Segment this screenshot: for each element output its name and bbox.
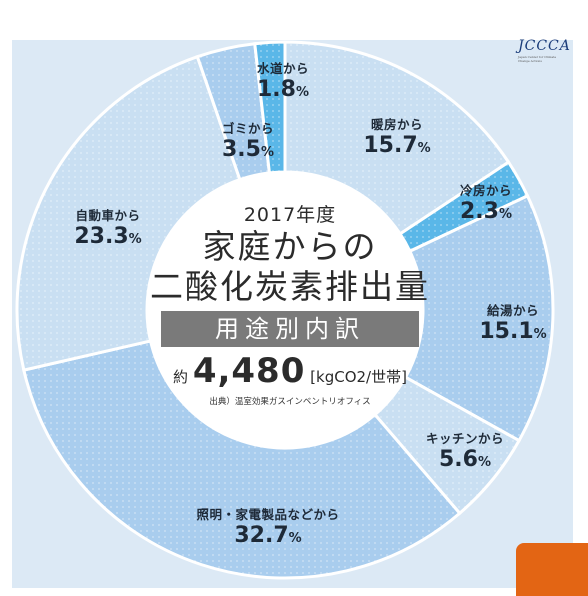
slice-percent: 15.1% (423, 319, 588, 348)
slice-percent: 2.3% (396, 199, 576, 228)
slice-percent-unit: % (477, 455, 491, 470)
slice-percent: 15.7% (307, 133, 487, 162)
title-line-2: 二酸化炭素排出量 (150, 267, 430, 306)
title-line-1: 家庭からの (202, 227, 378, 266)
slice-percent: 23.3% (18, 224, 198, 253)
slice-texture-7 (254, 42, 285, 173)
slice-name: 照明・家電製品などから (196, 507, 340, 522)
slice-label-0: 暖房から 15.7% (307, 114, 487, 162)
slice-name: 冷房から (459, 183, 512, 198)
slice-percent-unit: % (295, 85, 309, 100)
slice-texture-1 (400, 162, 528, 252)
slice-name: ゴミから (221, 121, 274, 136)
total-prefix: 約 (173, 368, 189, 386)
orange-corner-block (516, 543, 588, 596)
slice-percent-value: 2.3 (459, 199, 499, 224)
slice-percent-value: 23.3 (74, 224, 129, 249)
slice-percent: 1.8% (193, 77, 373, 106)
slice-label-5: 自動車から 23.3% (18, 205, 198, 253)
slice-texture-2 (405, 195, 554, 441)
slice-name: 水道から (256, 61, 309, 76)
slice-name: キッチンから (425, 431, 504, 446)
slice-percent-unit: % (288, 531, 302, 546)
slice-label-7: 水道から 1.8% (193, 58, 373, 106)
total-value: 4,480 (192, 351, 306, 391)
slice-texture-5 (17, 56, 240, 371)
slice-percent-unit: % (533, 327, 547, 342)
slice-percent-value: 15.1 (479, 319, 534, 344)
slice-texture-4 (23, 340, 460, 578)
source-note: 出典）温室効果ガスインベントリオフィス (209, 397, 371, 407)
slice-percent-value: 1.8 (256, 77, 296, 102)
slice-percent: 32.7% (178, 523, 358, 552)
slice-texture-0 (285, 42, 509, 234)
donut-hole (147, 172, 423, 448)
logo-text: JCCCA (518, 38, 571, 54)
slice-percent-unit: % (417, 141, 431, 156)
slice-label-1: 冷房から 2.3% (396, 180, 576, 228)
slice-percent-value: 15.7 (363, 133, 418, 158)
slice-label-4: 照明・家電製品などから 32.7% (178, 504, 358, 552)
jccca-logo: JCCCA Japan Center for Climate Change Ac… (518, 38, 571, 63)
slice-name: 暖房から (370, 117, 423, 132)
center-label: 2017年度 家庭からの 二酸化炭素排出量 用途別内訳 約 4,480 [kgC… (120, 200, 460, 407)
total-unit: [kgCO2/世帯] (310, 368, 407, 386)
slice-label-6: ゴミから 3.5% (158, 118, 338, 166)
breakdown-banner: 用途別内訳 (161, 311, 419, 347)
total-emission: 約 4,480 [kgCO2/世帯] (120, 353, 460, 395)
slice-texture-6 (197, 43, 270, 180)
slice-percent-unit: % (498, 207, 512, 222)
slice-percent-unit: % (128, 232, 142, 247)
slice-percent-unit: % (260, 145, 274, 160)
year-label: 2017年度 (243, 204, 337, 226)
logo-subtext: Japan Center for Climate Change Actions (518, 55, 557, 63)
slice-percent-value: 32.7 (234, 523, 289, 548)
slice-label-3: キッチンから 5.6% (375, 428, 555, 476)
slice-name: 給湯から (486, 303, 539, 318)
slice-label-2: 給湯から 15.1% (423, 300, 588, 348)
slice-texture-3 (374, 377, 520, 514)
slice-percent: 3.5% (158, 137, 338, 166)
slice-percent-value: 3.5 (221, 137, 261, 162)
slice-percent-value: 5.6 (438, 447, 478, 472)
slice-name: 自動車から (75, 208, 141, 223)
slice-percent: 5.6% (375, 447, 555, 476)
